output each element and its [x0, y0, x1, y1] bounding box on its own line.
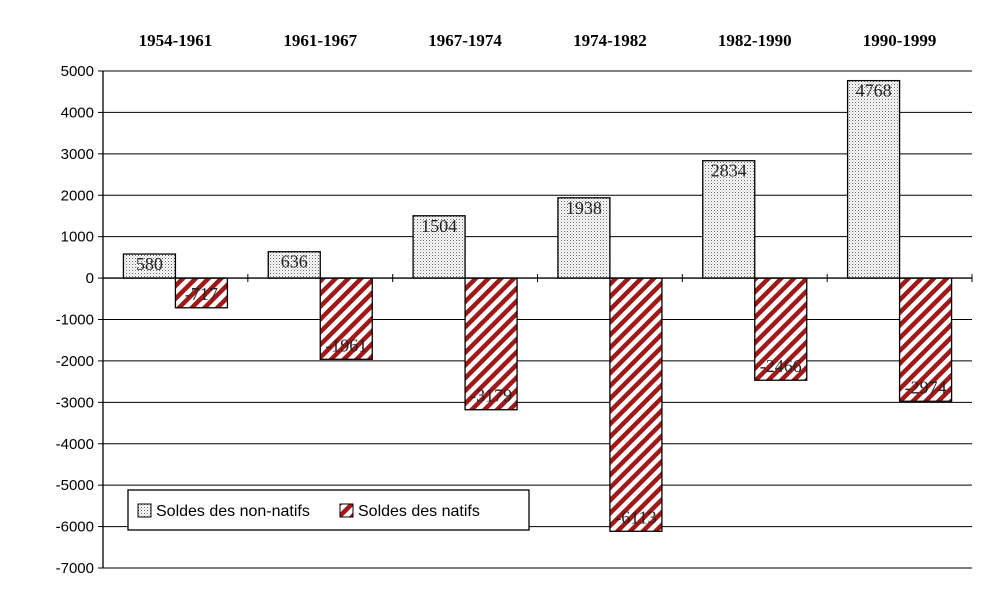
bar-non-natifs: [846, 79, 901, 279]
y-tick-label: 0: [86, 270, 94, 287]
data-label: -6113: [615, 507, 656, 527]
data-label: 580: [136, 254, 163, 274]
data-label: 2834: [711, 161, 747, 181]
y-tick-label: -4000: [56, 436, 94, 453]
data-label: 636: [281, 252, 308, 272]
data-label: -2974: [905, 377, 947, 397]
y-tick-label: 1000: [61, 229, 94, 246]
y-tick-label: -6000: [56, 519, 94, 536]
bar-natifs: [609, 277, 663, 532]
bar-natifs: [464, 277, 518, 411]
category-label: 1967-1974: [428, 31, 502, 50]
data-label: 1938: [566, 198, 602, 218]
y-tick-label: 2000: [61, 187, 94, 204]
data-label: -3179: [470, 386, 512, 406]
legend-label: Soldes des natifs: [358, 503, 480, 520]
y-tick-label: -5000: [56, 477, 94, 494]
y-tick-label: -2000: [56, 353, 94, 370]
y-tick-label: 3000: [61, 146, 94, 163]
y-tick-label: 4000: [61, 104, 94, 121]
category-label: 1954-1961: [139, 31, 213, 50]
category-label: 1990-1999: [863, 31, 937, 50]
bar-non-natifs: [702, 160, 756, 279]
bar-non-natifs: [122, 253, 177, 279]
legend: [127, 489, 530, 531]
data-label: -717: [185, 284, 218, 304]
data-label: -2466: [760, 356, 802, 376]
y-tick-label: -1000: [56, 312, 94, 329]
legend-swatch-non-natifs: [137, 503, 152, 518]
y-tick-label: -7000: [56, 560, 94, 577]
bar-natifs: [898, 277, 953, 402]
data-label: 4768: [856, 81, 892, 101]
y-tick-label: 5000: [61, 63, 94, 80]
bar-non-natifs: [557, 197, 611, 279]
category-label: 1961-1967: [283, 31, 357, 50]
data-label: 1504: [421, 216, 457, 236]
data-label: -1961: [325, 335, 367, 355]
category-label: 1982-1990: [718, 31, 792, 50]
legend-label: Soldes des non-natifs: [156, 503, 310, 520]
y-tick-label: -3000: [56, 394, 94, 411]
legend-swatch-natifs: [339, 503, 354, 518]
category-label: 1974-1982: [573, 31, 647, 50]
